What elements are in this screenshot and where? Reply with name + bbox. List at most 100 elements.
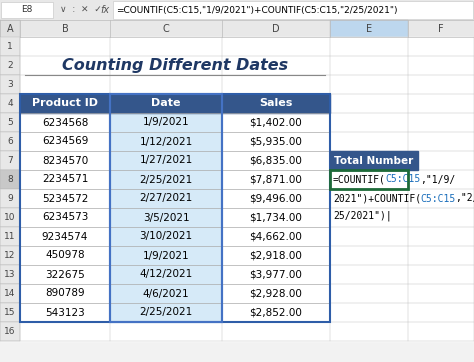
Text: 1/12/2021: 1/12/2021 [139,136,192,147]
Text: 5234572: 5234572 [42,194,88,203]
Bar [20,189,110,208]
Bar [20,246,110,265]
Bar [0,284,474,303]
Bar [330,151,418,170]
Text: 6234568: 6234568 [42,118,88,127]
Text: $6,835.00: $6,835.00 [250,156,302,165]
Text: ,"1/9/: ,"1/9/ [420,174,456,185]
Text: $1,402.00: $1,402.00 [250,118,302,127]
Text: $7,871.00: $7,871.00 [250,174,302,185]
Bar [110,284,222,303]
Bar [20,208,110,227]
Bar [0,284,20,303]
Bar [0,94,474,113]
Text: 6234573: 6234573 [42,212,88,223]
Text: Total Number: Total Number [334,156,414,165]
Text: $9,496.00: $9,496.00 [250,194,302,203]
Bar [0,303,20,322]
Text: 2/25/2021: 2/25/2021 [139,307,192,317]
Text: $3,977.00: $3,977.00 [250,269,302,279]
Text: $2,918.00: $2,918.00 [250,251,302,261]
Bar [222,113,330,132]
Bar [20,170,110,189]
Bar [0,227,20,246]
Bar [0,265,474,284]
Text: 890789: 890789 [45,289,85,299]
Bar [0,37,20,56]
Bar [110,246,222,265]
Text: 5: 5 [7,118,13,127]
Text: 450978: 450978 [45,251,85,261]
Bar [0,94,20,113]
Text: 13: 13 [4,270,16,279]
Bar [1,2,53,18]
Bar [20,284,110,303]
Text: 10: 10 [4,213,16,222]
Bar [0,132,474,151]
Text: =COUNTIF(C5:C15,"1/9/2021")+COUNTIF(C5:C15,"2/25/2021"): =COUNTIF(C5:C15,"1/9/2021")+COUNTIF(C5:C… [116,5,398,14]
Bar [222,151,330,170]
Text: $1,734.00: $1,734.00 [250,212,302,223]
Bar [0,189,20,208]
Text: $4,662.00: $4,662.00 [250,232,302,241]
Bar [330,170,408,189]
Bar [110,303,222,322]
Bar [20,303,110,322]
Bar [0,170,20,189]
Bar [0,208,20,227]
Bar [0,20,20,37]
Text: 25/2021")|: 25/2021")| [333,210,392,221]
Text: A: A [7,24,13,34]
Text: 3/5/2021: 3/5/2021 [143,212,189,223]
Bar [0,246,20,265]
Text: C5:C15: C5:C15 [385,174,421,185]
Text: 11: 11 [4,232,16,241]
Text: fx: fx [100,5,109,15]
Text: 2: 2 [7,61,13,70]
Bar [222,265,330,284]
Text: $2,928.00: $2,928.00 [250,289,302,299]
Bar [0,56,474,75]
Text: Counting Different Dates: Counting Different Dates [62,58,288,73]
Text: C5:C15: C5:C15 [420,194,456,203]
Text: 4/12/2021: 4/12/2021 [139,269,192,279]
Bar [222,132,330,151]
Bar [20,94,330,322]
Bar [20,151,110,170]
Text: D: D [272,24,280,34]
Bar [110,189,222,208]
Bar [20,265,110,284]
Text: 4: 4 [7,99,13,108]
Bar [110,170,222,189]
Bar [20,227,110,246]
Bar [110,94,222,322]
Text: 4/6/2021: 4/6/2021 [143,289,189,299]
Bar [222,170,330,189]
Bar [110,132,222,151]
Bar [0,113,20,132]
Bar [0,132,20,151]
Bar [222,189,330,208]
Bar [20,94,330,113]
Bar [0,151,474,170]
Text: C: C [163,24,169,34]
Text: 14: 14 [4,289,16,298]
Bar [222,246,330,265]
Text: 2234571: 2234571 [42,174,88,185]
Text: ,"2/: ,"2/ [456,194,474,203]
Text: 2/27/2021: 2/27/2021 [139,194,192,203]
Text: 543123: 543123 [45,307,85,317]
Text: 9: 9 [7,194,13,203]
Bar [0,189,474,208]
Text: 322675: 322675 [45,269,85,279]
Text: 16: 16 [4,327,16,336]
Bar [222,227,330,246]
Bar [330,20,408,37]
Bar [110,113,222,132]
Bar [0,208,474,227]
Bar [0,113,474,132]
Bar [222,208,330,227]
Text: E8: E8 [21,5,33,14]
Bar [0,151,20,170]
Text: 8234570: 8234570 [42,156,88,165]
